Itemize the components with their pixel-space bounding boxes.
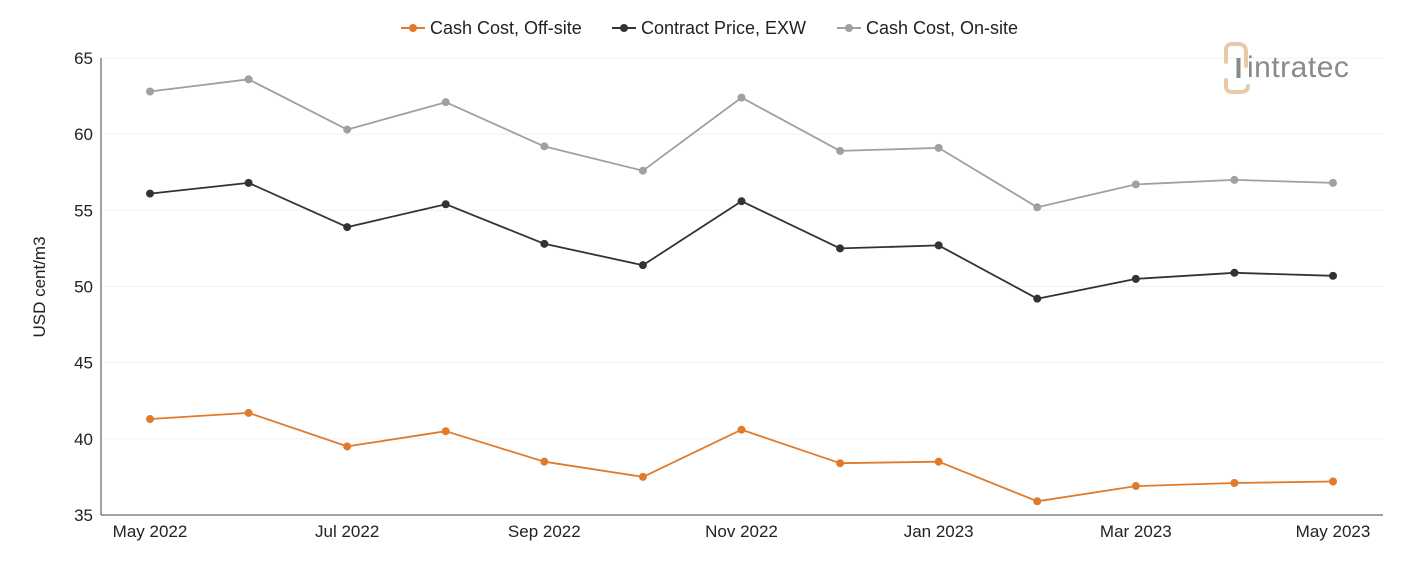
data-point-1-0 (146, 189, 154, 198)
legend-label-2: Cash Cost, On-site (866, 18, 1018, 38)
data-point-1-12 (1329, 271, 1337, 280)
series-group (146, 75, 1337, 506)
data-point-0-10 (1131, 482, 1140, 491)
data-point-1-8 (934, 241, 943, 250)
intratec-logo: intratec (1224, 42, 1349, 94)
data-point-0-0 (146, 415, 154, 424)
x-tick-label-10: Mar 2023 (1100, 522, 1172, 541)
data-point-0-11 (1230, 479, 1239, 488)
series-1 (146, 178, 1337, 303)
data-point-0-8 (934, 457, 943, 466)
data-point-1-2 (343, 223, 352, 232)
axes (100, 58, 1383, 516)
data-point-1-4 (540, 239, 549, 248)
logo-text: intratec (1247, 51, 1349, 84)
data-point-0-4 (540, 457, 549, 466)
data-point-1-1 (244, 178, 253, 187)
legend-item-1: Contract Price, EXW (612, 18, 806, 38)
data-point-2-9 (1033, 203, 1042, 212)
y-tick-label-55: 55 (74, 201, 93, 220)
data-point-2-2 (343, 125, 352, 134)
data-point-0-3 (441, 427, 450, 436)
legend-swatch-marker-1 (620, 24, 628, 32)
data-point-1-10 (1131, 274, 1140, 283)
data-point-2-5 (638, 166, 647, 175)
data-point-1-6 (737, 197, 746, 206)
data-point-2-11 (1230, 175, 1239, 184)
series-0 (146, 408, 1337, 506)
data-point-2-12 (1329, 178, 1337, 187)
data-point-1-5 (638, 261, 647, 270)
legend-swatch-marker-2 (845, 24, 853, 32)
y-tick-label-45: 45 (74, 354, 93, 373)
data-point-0-12 (1329, 477, 1337, 486)
data-point-2-10 (1131, 180, 1140, 189)
legend: Cash Cost, Off-site Contract Price, EXW Ca… (401, 18, 1018, 38)
legend-label-0: Cash Cost, Off-site (430, 18, 582, 38)
data-point-0-1 (244, 408, 253, 417)
data-point-2-7 (836, 146, 845, 155)
data-point-2-6 (737, 93, 746, 102)
data-point-0-2 (343, 442, 352, 451)
y-axis-title: USD cent/m3 (30, 236, 49, 337)
logo-mark-icon (1224, 42, 1248, 68)
data-point-0-7 (836, 459, 845, 468)
data-point-0-5 (638, 472, 647, 481)
y-tick-label-60: 60 (74, 125, 93, 144)
x-tick-label-12: May 2023 (1296, 522, 1371, 541)
data-point-1-7 (836, 244, 845, 253)
x-tick-label-4: Sep 2022 (508, 522, 581, 541)
data-point-2-8 (934, 143, 943, 152)
logo-mark-lower-icon (1224, 78, 1250, 94)
y-tick-label-35: 35 (74, 506, 93, 525)
data-point-2-4 (540, 142, 549, 151)
y-tick-label-50: 50 (74, 278, 93, 297)
x-tick-label-0: May 2022 (113, 522, 188, 541)
data-point-1-3 (441, 200, 450, 209)
y-axis-ticks: 35 40 45 50 55 60 65 (74, 49, 93, 525)
data-point-0-9 (1033, 497, 1042, 506)
legend-item-0: Cash Cost, Off-site (401, 18, 582, 38)
data-point-2-1 (244, 75, 253, 84)
legend-swatch-marker-0 (409, 24, 417, 32)
data-point-2-0 (146, 87, 154, 96)
y-tick-label-65: 65 (74, 49, 93, 68)
x-tick-label-8: Jan 2023 (904, 522, 974, 541)
legend-label-1: Contract Price, EXW (641, 18, 806, 38)
data-point-0-6 (737, 425, 746, 434)
data-point-2-3 (441, 98, 450, 107)
logo-i-dot-icon (1236, 58, 1241, 78)
grid-lines (101, 57, 1383, 440)
y-tick-label-40: 40 (74, 430, 93, 449)
x-tick-label-6: Nov 2022 (705, 522, 778, 541)
x-axis-ticks: May 2022 Jul 2022 Sep 2022 Nov 2022 Jan 2023… (113, 522, 1371, 541)
x-tick-label-2: Jul 2022 (315, 522, 379, 541)
series-2 (146, 75, 1337, 212)
data-point-1-9 (1033, 294, 1042, 303)
legend-item-2: Cash Cost, On-site (837, 18, 1018, 38)
data-point-1-11 (1230, 268, 1239, 277)
